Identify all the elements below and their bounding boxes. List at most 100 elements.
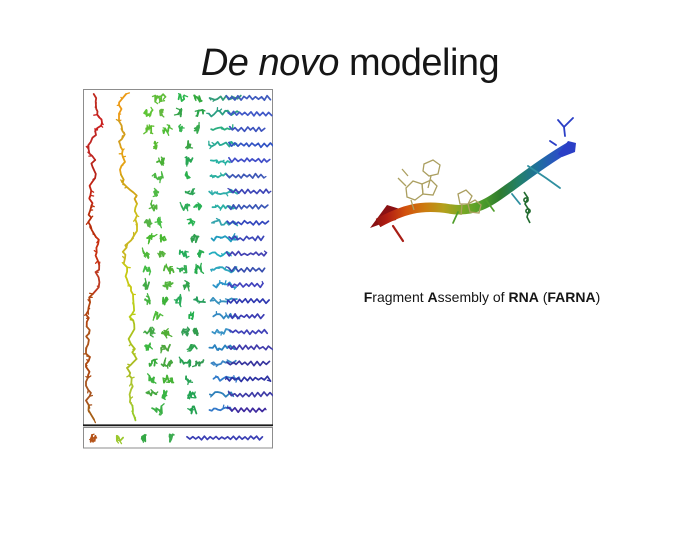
- fragment-squiggle: [218, 108, 223, 112]
- base-rings-cluster: [397, 159, 482, 216]
- fragment-squiggle: [223, 316, 226, 320]
- slide-title: De novo modeling: [0, 42, 700, 85]
- fragment-squiggle: [209, 296, 238, 305]
- fragment-squiggle: [221, 159, 225, 163]
- fragment-squiggle: [212, 99, 216, 102]
- title-regular-part: modeling: [338, 42, 500, 84]
- caption-segment: ): [595, 289, 601, 305]
- fragment-squiggle: [183, 254, 187, 257]
- fragment-squiggle: [221, 252, 224, 256]
- fragment-squiggle: [225, 375, 272, 383]
- fragment-squiggle: [157, 252, 161, 257]
- fragment-squiggle: [160, 403, 165, 407]
- fragment-squiggle: [159, 233, 166, 243]
- fragment-squiggle: [143, 130, 148, 135]
- fragment-squiggle: [221, 282, 224, 286]
- fragment-squiggle: [151, 405, 163, 415]
- fragment-squiggle: [224, 280, 227, 286]
- fragment-squiggle: [143, 282, 147, 286]
- fragment-squiggle: [191, 192, 196, 196]
- fragment-squiggle: [132, 302, 135, 307]
- fragment-squiggle: [152, 380, 157, 384]
- red-spike: [391, 224, 405, 243]
- fragment-squiggle: [94, 104, 97, 109]
- fragment-squiggle: [186, 435, 264, 441]
- fragment-squiggle: [190, 408, 195, 411]
- fragment-squiggle: [210, 394, 213, 398]
- fragment-squiggle: [95, 100, 97, 104]
- fragment-squiggle: [162, 374, 174, 384]
- fragment-squiggle: [162, 302, 166, 306]
- fragment-squiggle: [270, 347, 273, 351]
- fragment-squiggle: [227, 406, 266, 414]
- fragment-squiggle: [211, 190, 214, 196]
- fragment-squiggle: [147, 342, 151, 347]
- fragment-squiggle: [150, 232, 153, 237]
- fragment-squiggle: [194, 109, 200, 112]
- fragment-squiggle: [154, 392, 158, 396]
- fragment-squiggle: [154, 310, 159, 314]
- fragment-squiggle: [227, 282, 230, 287]
- fragment-squiggle: [163, 236, 167, 241]
- fragment-squiggle: [144, 112, 148, 115]
- fragment-squiggle: [153, 233, 158, 237]
- green-sticks: [452, 199, 495, 224]
- fragment-squiggle: [123, 131, 126, 136]
- fragment-squiggle: [190, 396, 196, 399]
- fragment-squiggle: [143, 252, 147, 256]
- fragment-squiggle: [143, 255, 147, 258]
- fragment-squiggle: [229, 313, 265, 320]
- fragment-squiggle: [188, 146, 194, 149]
- fragment-squiggle: [150, 389, 154, 392]
- fragment-squiggle: [148, 363, 152, 367]
- fragment-squiggle: [225, 312, 228, 316]
- fragment-squiggle: [154, 194, 157, 197]
- fragment-squiggle: [115, 118, 120, 122]
- fragment-squiggle: [121, 135, 124, 140]
- fragment-squiggle: [153, 144, 158, 148]
- fragment-squiggle: [190, 239, 195, 242]
- fragment-squiggle: [143, 434, 147, 439]
- fragment-squiggle: [226, 360, 271, 367]
- fragment-squiggle: [154, 221, 159, 223]
- fragment-squiggle: [189, 347, 193, 352]
- fragment-squiggle: [179, 269, 182, 273]
- fragment-squiggle: [184, 280, 188, 283]
- fragment-squiggle: [183, 94, 189, 98]
- fragment-squiggle: [211, 175, 217, 179]
- fragment-squiggle: [151, 326, 155, 330]
- fragment-squiggle: [161, 389, 168, 399]
- fragment-squiggle: [232, 268, 236, 272]
- fragment-squiggle: [183, 330, 186, 334]
- fragment-squiggle: [93, 113, 98, 116]
- fragment-squiggle: [160, 350, 163, 354]
- fragment-squiggle: [186, 145, 190, 149]
- fragment-squiggle: [187, 204, 191, 207]
- fragment-squiggle: [144, 283, 147, 288]
- fragment-squiggle: [190, 313, 194, 317]
- fragment-squiggle: [143, 345, 148, 349]
- caption-segment: FARNA: [547, 289, 596, 305]
- fragment-squiggle: [143, 439, 146, 442]
- fragment-squiggle: [233, 375, 235, 379]
- fragment-squiggle: [128, 316, 132, 320]
- fragment-squiggle: [179, 304, 182, 308]
- fragment-squiggle: [219, 208, 222, 211]
- fragment-squiggle: [193, 328, 197, 332]
- fragment-squiggle: [187, 408, 191, 411]
- fragment-squiggle: [200, 250, 204, 253]
- fragment-squiggle: [209, 145, 213, 150]
- fragment-squiggle: [127, 363, 132, 366]
- fragment-grid-border: [83, 89, 273, 426]
- fragment-squiggle: [129, 396, 134, 400]
- fragment-squiggle: [177, 93, 181, 96]
- fragment-squiggle: [166, 285, 168, 290]
- fragment-squiggle: [147, 241, 150, 245]
- fragment-squiggle: [126, 374, 130, 378]
- fragment-squiggle: [215, 217, 221, 221]
- fragment-squiggle: [141, 247, 144, 252]
- fragment-squiggle: [210, 362, 215, 366]
- fragment-squiggle: [194, 127, 198, 131]
- fragment-squiggle: [145, 295, 150, 299]
- fragment-squiggle: [208, 188, 239, 196]
